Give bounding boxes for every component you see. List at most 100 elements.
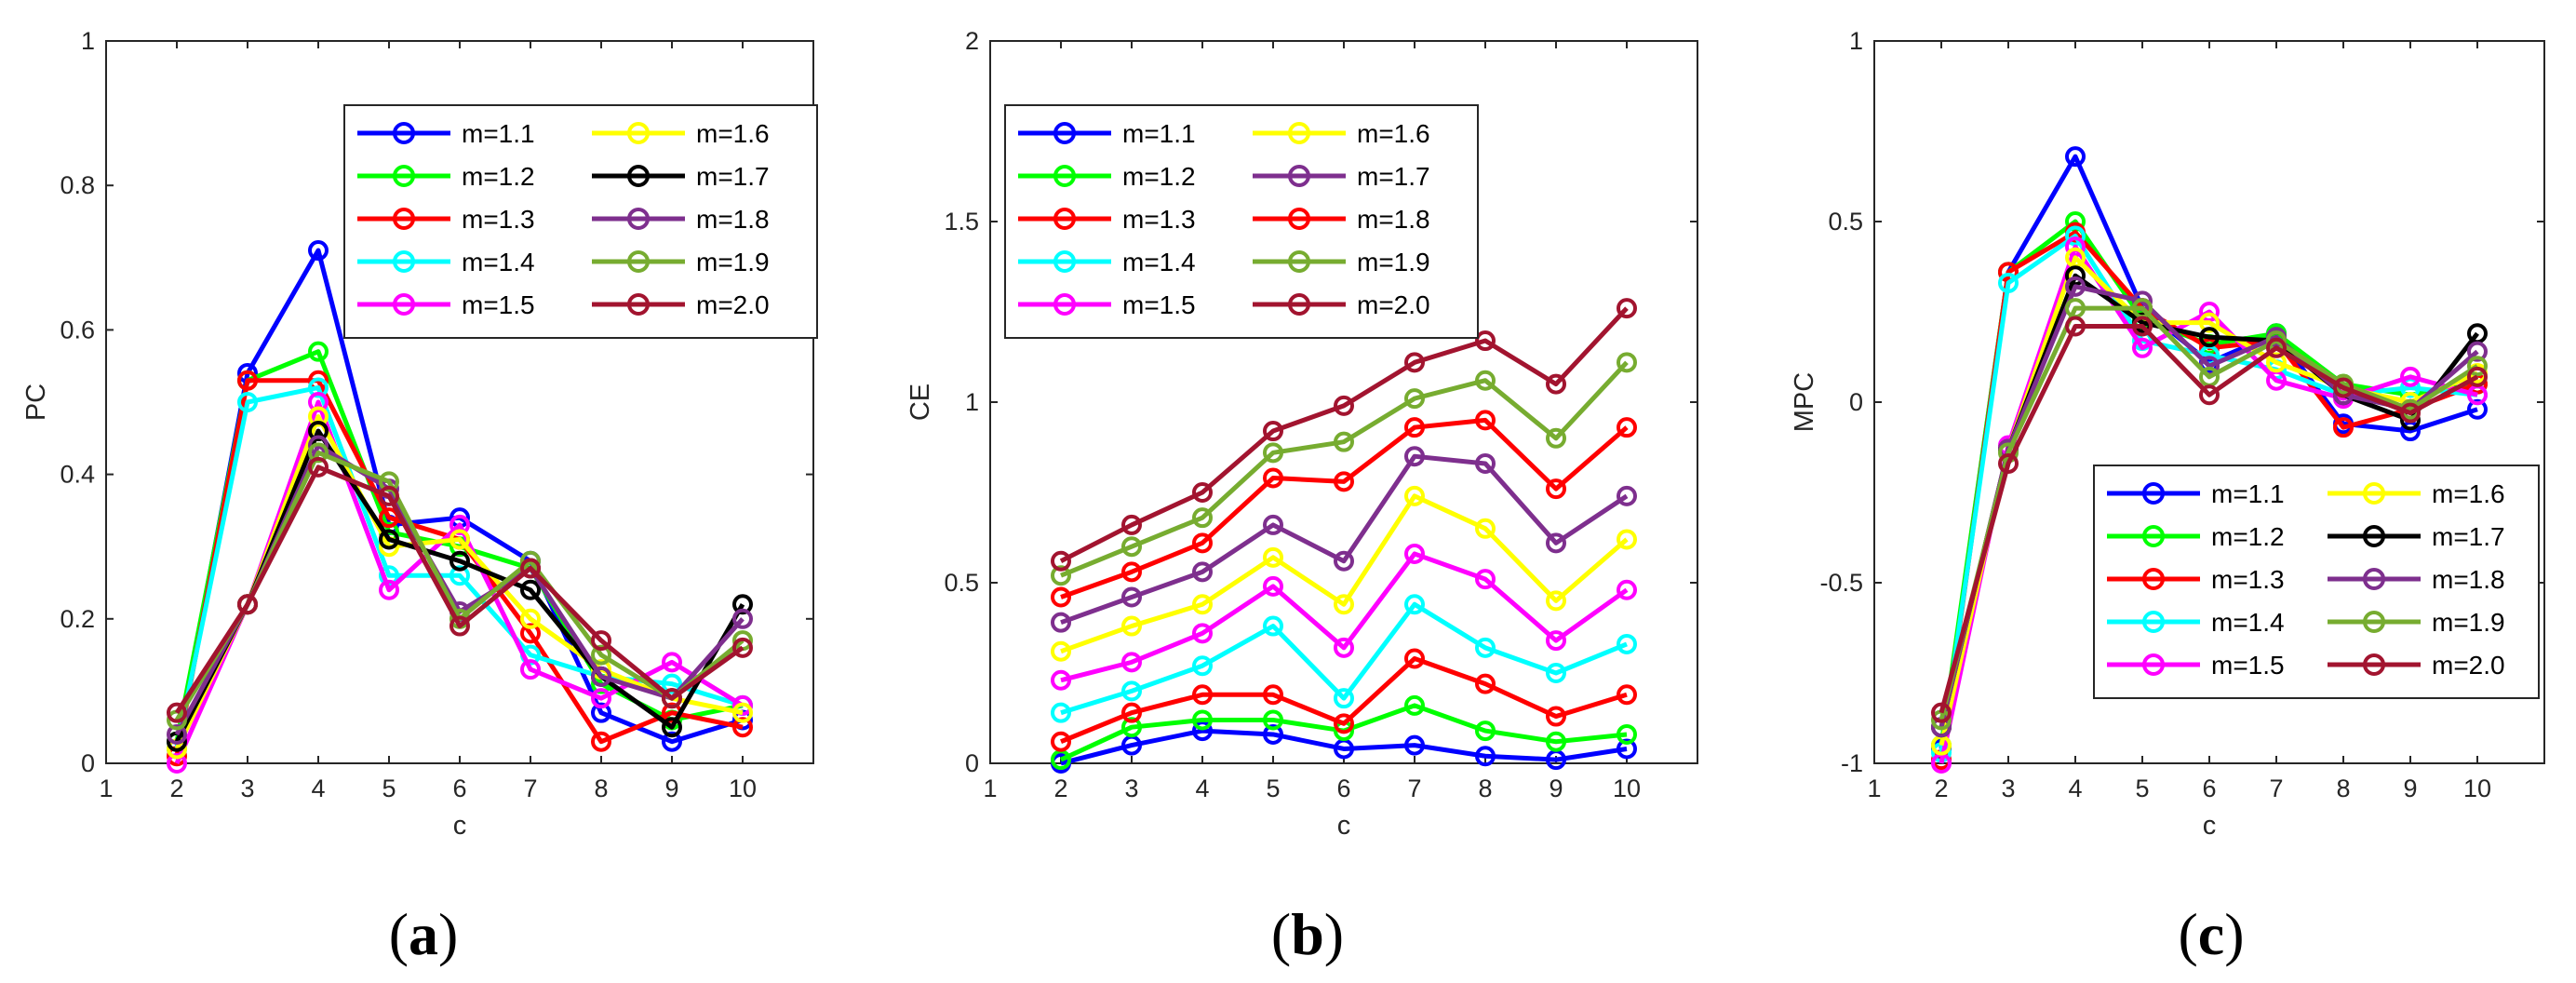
legend-marker xyxy=(2142,482,2165,505)
x-tick-label: 9 xyxy=(664,774,678,802)
data-point xyxy=(1617,485,1637,506)
data-point xyxy=(1617,633,1637,654)
data-point xyxy=(2266,337,2287,358)
data-point xyxy=(2199,327,2220,348)
x-tick-label: 8 xyxy=(1478,774,1492,802)
data-point xyxy=(2400,377,2421,398)
data-point xyxy=(662,673,682,694)
data-point xyxy=(1475,673,1496,694)
data-point xyxy=(1475,370,1496,391)
data-point xyxy=(732,594,753,615)
legend-entry-m-1-9: m=1.9 xyxy=(2328,608,2505,637)
data-point xyxy=(1051,669,1071,691)
data-point xyxy=(1334,431,1354,452)
x-tick-label: 7 xyxy=(523,774,537,802)
y-tick-label: 1 xyxy=(81,27,95,55)
legend-marker xyxy=(1288,208,1310,230)
y-tick-label: 1 xyxy=(965,388,979,416)
data-point xyxy=(1475,746,1496,767)
data-point xyxy=(591,644,611,666)
series-line xyxy=(1060,453,1629,626)
legend-entry-m-1-7: m=1.7 xyxy=(2328,522,2505,551)
data-point xyxy=(308,456,329,478)
data-point xyxy=(1263,467,1283,489)
x-tick-label: 4 xyxy=(1195,774,1209,802)
series-m-2-0 xyxy=(1931,316,2488,723)
legend-marker xyxy=(2142,653,2165,676)
data-point xyxy=(308,392,329,412)
data-point xyxy=(1404,543,1425,564)
data-point xyxy=(1404,417,1425,438)
x-tick-label: 7 xyxy=(1407,774,1421,802)
legend-entry-m-2-0: m=2.0 xyxy=(1253,290,1430,319)
data-point xyxy=(732,702,753,723)
legend: m=1.1 m=1.2 m=1.3 m=1.4 m=1.5 m=1.6 m=1.7 m=1.8… xyxy=(343,104,818,339)
x-tick-label: 8 xyxy=(2336,774,2350,802)
data-point xyxy=(591,731,611,752)
data-point xyxy=(1546,373,1566,395)
legend-marker xyxy=(1288,293,1310,316)
legend-label: m=1.7 xyxy=(2432,522,2505,551)
series-line xyxy=(1060,728,1628,766)
data-point xyxy=(1475,569,1496,590)
series-line xyxy=(174,465,745,715)
data-point xyxy=(662,717,682,738)
legend-entry-m-1-2: m=1.2 xyxy=(357,162,535,191)
legend-marker xyxy=(393,250,415,273)
data-point xyxy=(2199,384,2220,406)
data-point xyxy=(1546,590,1566,612)
data-point xyxy=(1334,550,1354,572)
data-point xyxy=(1121,652,1142,673)
legend-marker xyxy=(627,122,650,144)
legend-label: m=2.0 xyxy=(1357,290,1430,319)
data-point xyxy=(2467,398,2488,420)
series-line xyxy=(1060,601,1628,716)
legend-marker xyxy=(1053,293,1076,316)
data-point xyxy=(167,753,187,774)
legend-entry-m-1-5: m=1.5 xyxy=(2107,651,2285,680)
legend-marker xyxy=(2142,611,2165,633)
data-point xyxy=(1263,723,1283,745)
x-tick-label: 1 xyxy=(1867,774,1881,802)
x-tick-label: 6 xyxy=(2202,774,2216,802)
series-m-2-0 xyxy=(167,456,753,723)
legend-entry-m-1-1: m=1.1 xyxy=(2107,479,2285,508)
x-tick-label: 3 xyxy=(240,774,254,802)
data-point xyxy=(308,240,329,262)
series-line xyxy=(1060,551,1629,683)
legend-entry-m-1-7: m=1.7 xyxy=(1253,162,1430,191)
x-axis-label: c xyxy=(1337,811,1351,841)
x-tick-label: 1 xyxy=(99,774,113,802)
legend-entry-m-2-0: m=2.0 xyxy=(592,290,770,319)
data-point xyxy=(2065,276,2086,297)
data-point xyxy=(449,514,470,535)
data-point xyxy=(1404,388,1425,410)
legend-entry-m-1-3: m=1.3 xyxy=(1018,205,1196,234)
x-tick-label: 6 xyxy=(452,774,466,802)
legend-entry-m-1-2: m=1.2 xyxy=(2107,522,2285,551)
data-point xyxy=(1998,452,2019,474)
legend-label: m=1.3 xyxy=(1122,205,1196,234)
series-line xyxy=(1939,234,2478,753)
data-point xyxy=(1546,630,1566,652)
x-tick-label: 10 xyxy=(1613,774,1641,802)
legend-label: m=1.3 xyxy=(2211,565,2285,594)
data-point xyxy=(1404,694,1425,716)
data-point xyxy=(449,615,470,637)
data-point xyxy=(1263,615,1283,637)
legend-entry-m-1-6: m=1.6 xyxy=(1253,119,1430,148)
data-point xyxy=(1617,417,1637,438)
data-point xyxy=(1404,594,1425,615)
y-axis-label: CE xyxy=(906,384,935,421)
data-point xyxy=(1121,586,1142,608)
data-point xyxy=(2333,377,2354,398)
legend-marker xyxy=(2363,568,2385,590)
series-m-1-8 xyxy=(1051,410,1637,608)
legend-label: m=1.5 xyxy=(462,290,535,319)
legend-label: m=2.0 xyxy=(2432,651,2505,680)
legend-marker xyxy=(393,208,415,230)
data-point xyxy=(1617,738,1637,760)
data-point xyxy=(520,579,541,600)
panel-b-chart: 1 2 3 4 5 6 7 8 9 1000.511.52cCEm=1.1m=1.2m=1.3m=… xyxy=(906,27,1698,967)
y-tick-label: 1.5 xyxy=(944,208,979,236)
